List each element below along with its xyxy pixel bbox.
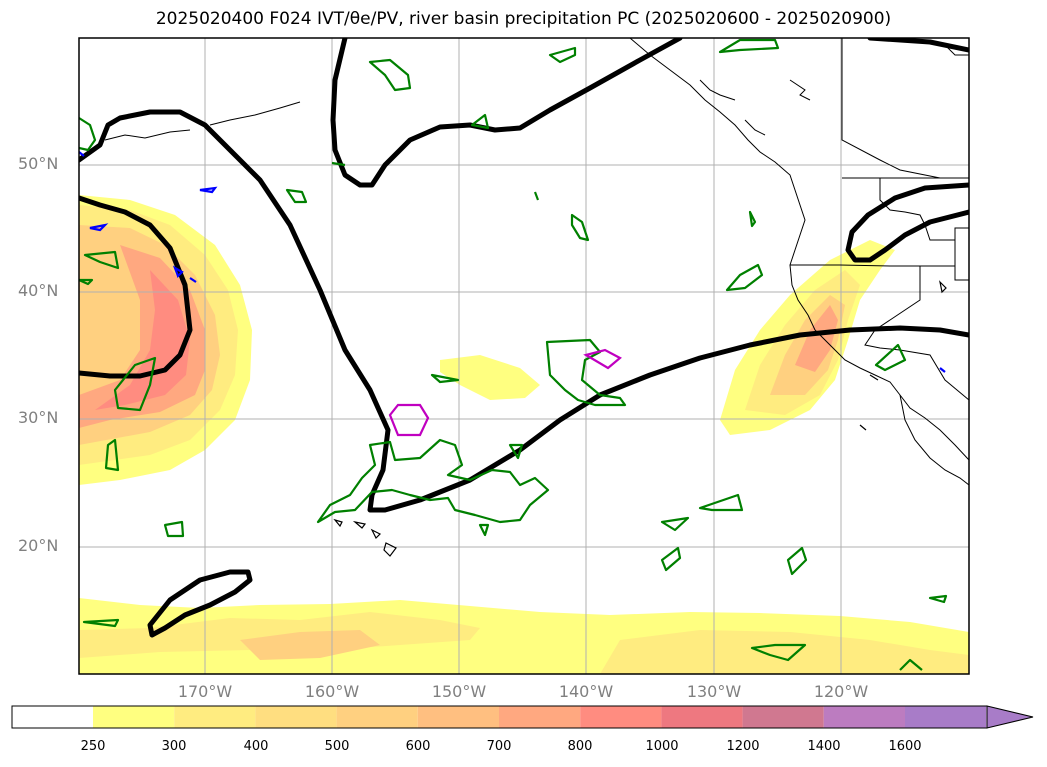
colorbar-swatch xyxy=(336,706,418,728)
colorbar-swatch xyxy=(905,706,987,728)
lon-label-120w: 120°W xyxy=(813,682,869,701)
colorbar-tick: 500 xyxy=(324,739,350,754)
lon-label-150w: 150°W xyxy=(431,682,487,701)
map-plot-area xyxy=(79,38,969,674)
lon-label-130w: 130°W xyxy=(686,682,742,701)
colorbar-tick: 700 xyxy=(486,739,512,754)
ivt-shading-central xyxy=(440,355,540,400)
colorbar-tick: 800 xyxy=(567,739,593,754)
colorbar-extend-arrow xyxy=(986,705,1034,729)
lat-label-30n: 30°N xyxy=(18,408,59,427)
colorbar-tick: 1200 xyxy=(726,739,760,754)
colorbar-tick: 1600 xyxy=(888,739,922,754)
colorbar-frame xyxy=(11,705,988,729)
colorbar-tick: 1400 xyxy=(807,739,841,754)
pv-contours-green xyxy=(79,38,948,671)
ivt-shading-west xyxy=(79,195,252,485)
map-frame xyxy=(78,37,970,675)
lon-label-160w: 160°W xyxy=(304,682,360,701)
islands xyxy=(333,280,947,557)
colorbar xyxy=(11,705,1034,729)
colorbar-tick: 400 xyxy=(243,739,269,754)
coastlines xyxy=(104,38,969,486)
ivt-shading-east xyxy=(720,240,895,435)
colorbar-swatch xyxy=(823,706,905,728)
colorbar-swatch xyxy=(580,706,662,728)
colorbar-swatch xyxy=(499,706,581,728)
colorbar-tick: 1000 xyxy=(645,739,679,754)
colorbar-swatches xyxy=(12,706,987,728)
lon-label-140w: 140°W xyxy=(558,682,614,701)
pv-contours-blue xyxy=(79,151,946,373)
lat-label-50n: 50°N xyxy=(18,154,59,173)
colorbar-swatch xyxy=(93,706,175,728)
colorbar-swatch xyxy=(742,706,824,728)
lat-label-20n: 20°N xyxy=(18,536,59,555)
colorbar-tick: 600 xyxy=(405,739,431,754)
pv-contours-magenta xyxy=(388,348,622,437)
colorbar-tick: 250 xyxy=(80,739,106,754)
colorbar-swatch xyxy=(661,706,743,728)
colorbar-swatch xyxy=(174,706,256,728)
theta-contours xyxy=(79,38,969,638)
colorbar-swatch xyxy=(255,706,337,728)
colorbar-swatch xyxy=(417,706,499,728)
ivt-shading-south xyxy=(79,598,969,674)
colorbar-swatch xyxy=(12,706,93,728)
lat-label-40n: 40°N xyxy=(18,281,59,300)
lon-label-170w: 170°W xyxy=(177,682,233,701)
colorbar-tick: 300 xyxy=(161,739,187,754)
map-title: 2025020400 F024 IVT/θe/PV, river basin p… xyxy=(155,9,892,29)
